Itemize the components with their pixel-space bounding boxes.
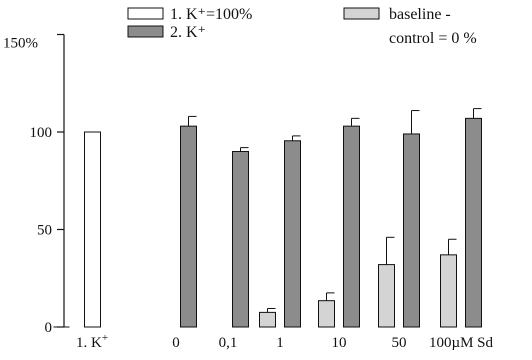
y-tick-label: 0 [45,320,53,336]
bar-baseline-control [378,264,395,328]
bar-baseline-control [318,300,335,328]
x-tick-label: 1. K+ [76,332,108,351]
legend-label-light-line1: baseline - [389,6,451,23]
x-tick-label: 0 [172,335,180,351]
bar-k-second [465,117,482,328]
axes: 0 50 100 150% [3,33,65,336]
x-tick-label: 50 [392,335,407,351]
legend-swatch-white [127,7,164,20]
legend-label-light-line2: control = 0 % [389,30,477,47]
bar-baseline-control [440,254,457,328]
y-tick-label: 50 [37,223,52,239]
x-tick-label: 100µM Sd [429,335,494,351]
bar-k-first [84,131,101,328]
legend-swatch-light [343,7,380,20]
x-tick-label: 10 [332,335,347,351]
legend: 1. K⁺=100% 2. K⁺ baseline - control = 0 … [127,6,477,47]
x-tick-label: 1 [276,335,284,351]
bar-k-second [180,125,197,328]
bar-k-second [403,133,420,328]
bar-baseline-control [259,311,276,328]
legend-label-white: 1. K⁺=100% [170,6,252,23]
x-tick-label: 0,1 [219,335,238,351]
legend-label-dark: 2. K⁺ [170,24,206,41]
bar-k-second [343,125,360,328]
y-tick-label: 100 [30,125,53,141]
x-tick-labels: 1. K+ 0 0,1 1 10 50 100µM Sd [76,332,494,351]
y-tick-label: 150% [3,36,38,52]
bar-k-second [284,140,301,328]
bars [53,108,482,328]
legend-swatch-dark [127,25,164,38]
bar-k-second [232,151,249,328]
